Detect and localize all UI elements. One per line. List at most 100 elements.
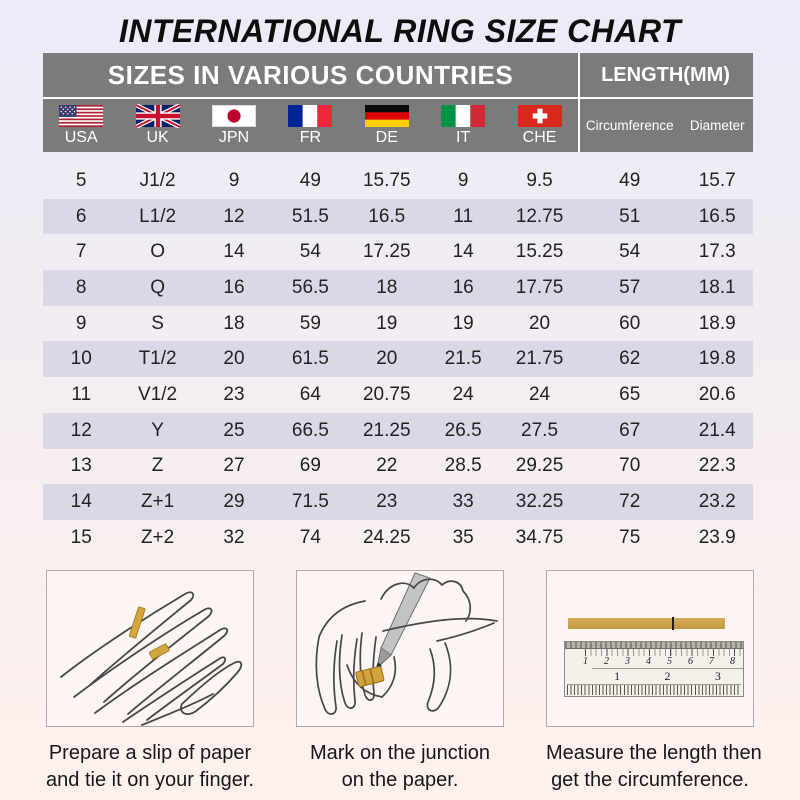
pen-mark [672, 617, 674, 630]
table-cell: 5 [75, 169, 87, 191]
table-cell: 15.25 [515, 241, 564, 263]
table-cell: 22.3 [698, 455, 736, 477]
hand-with-paper-strip-illustration [46, 570, 254, 727]
pen-tip [376, 647, 392, 670]
paper-ring [355, 666, 385, 688]
table-row: 5 J1/2 9 49 15.75 9 9.5 49 15.7 [43, 163, 753, 199]
table-cell: 17.25 [362, 241, 411, 263]
instruction-caption-3: Measure the length then get the circumfe… [546, 740, 762, 794]
table-cell: 21.4 [698, 419, 736, 441]
caption-line: Mark on the junction [309, 742, 491, 764]
ruler-number: 1 [583, 656, 588, 667]
table-header-top-row: SIZES IN VARIOUS COUNTRIES LENGTH(MM) [43, 53, 753, 97]
table-cell: 16 [452, 276, 474, 298]
table-cell: 49 [619, 169, 641, 191]
table-cell: 14 [452, 241, 474, 263]
table-cell: 34.75 [515, 526, 564, 548]
table-row: 7 O 14 54 17.25 14 15.25 54 17.3 [43, 234, 753, 270]
table-cell: 62 [619, 348, 641, 370]
table-cell: T1/2 [138, 348, 177, 370]
column-label-jpn: JPN [218, 129, 250, 146]
table-cell: 71.5 [291, 491, 329, 513]
table-cell: 17.3 [698, 241, 736, 263]
table-row: 12 Y 25 66.5 21.25 26.5 27.5 67 21.4 [43, 412, 753, 449]
table-cell: 18 [223, 312, 245, 334]
column-header-usa: USA [43, 99, 119, 152]
table-cell: 13 [70, 455, 92, 477]
table-cell: 75 [619, 526, 641, 548]
table-cell: 14 [223, 241, 245, 263]
column-header-fr: FR [272, 99, 348, 152]
table-cell: 22 [376, 455, 398, 477]
column-header-circumference: Circumference [585, 118, 674, 133]
ruler-number: 3 [625, 656, 630, 667]
table-cell: 70 [619, 455, 641, 477]
table-cell: 12.75 [515, 205, 564, 227]
table-body: 5 J1/2 9 49 15.75 9 9.5 49 15.7 6 L1/2 12 51.5 16.5 11… [43, 152, 753, 556]
table-cell: 65 [619, 383, 641, 405]
table-cell: 15 [70, 526, 92, 548]
instruction-cards: Prepare a slip of paper and tie it on yo… [46, 570, 762, 794]
column-header-uk: UK [119, 99, 195, 152]
table-cell: 16.5 [368, 205, 406, 227]
column-label-fr: FR [299, 129, 322, 146]
size-chart-table: SIZES IN VARIOUS COUNTRIES LENGTH(MM) [43, 53, 753, 556]
hand-with-paper-strip-drawing [60, 591, 243, 726]
italy-flag-icon [441, 105, 486, 127]
table-cell: 23.9 [698, 526, 736, 548]
table-row: 13 Z 27 69 22 28.5 29.25 70 22.3 [43, 449, 753, 485]
table-cell: 59 [299, 312, 321, 334]
table-cell: 19.8 [698, 348, 736, 370]
table-cell: 23 [376, 491, 398, 513]
marking-pen-illustration [296, 570, 504, 727]
column-label-de: DE [375, 129, 398, 146]
japan-flag-icon [211, 105, 256, 127]
column-label-it: IT [456, 129, 471, 146]
ruler-number: 4 [646, 656, 651, 667]
table-cell: 15.75 [362, 169, 411, 191]
table-cell: 11 [71, 383, 92, 405]
column-header-jpn: JPN [196, 99, 272, 152]
table-cell: 12 [70, 419, 92, 441]
caption-line: Measure the length then [546, 742, 762, 764]
column-header-diameter: Diameter [689, 118, 745, 133]
table-cell: 32.25 [515, 491, 564, 513]
table-cell: 67 [619, 419, 641, 441]
table-cell: 10 [70, 348, 92, 370]
table-header: SIZES IN VARIOUS COUNTRIES LENGTH(MM) [43, 53, 753, 152]
table-cell: 16.5 [698, 205, 736, 227]
switzerland-flag-icon [517, 105, 562, 127]
caption-line: get the circumference. [551, 769, 749, 791]
table-cell: 26.5 [444, 419, 482, 441]
column-label-uk: UK [146, 129, 169, 146]
table-cell: Y [151, 419, 164, 441]
ruler-number: 3 [714, 669, 721, 683]
table-cell: Z [151, 455, 164, 477]
table-cell: 18.9 [698, 312, 736, 334]
table-cell: 16 [223, 276, 245, 298]
column-label-usa: USA [64, 129, 98, 146]
table-header-flags-row: USA UK [43, 99, 753, 152]
table-cell: 15.7 [698, 169, 736, 191]
table-cell: 61.5 [291, 348, 329, 370]
paper-strip [568, 617, 725, 630]
table-cell: 23.2 [698, 491, 736, 513]
instruction-caption-1: Prepare a slip of paper and tie it on yo… [46, 740, 254, 794]
header-length-label: LENGTH(MM) [601, 63, 730, 86]
page-title: INTERNATIONAL RING SIZE CHART [118, 13, 682, 49]
ruler-top-scale: 1 2 3 4 5 6 7 8 [575, 656, 743, 668]
table-cell: 49 [299, 169, 321, 191]
marking-pen-drawing [315, 572, 498, 715]
table-row: 11 V1/2 23 64 20.75 24 24 65 20.6 [43, 377, 753, 413]
instruction-card-2: Mark on the junction on the paper. [296, 570, 504, 794]
caption-line: Prepare a slip of paper [48, 742, 252, 764]
table-cell: 57 [619, 276, 641, 298]
table-cell: 21.5 [444, 348, 482, 370]
table-cell: 23 [223, 383, 245, 405]
table-cell: 60 [619, 312, 641, 334]
table-cell: 29.25 [515, 455, 564, 477]
ruler-number: 2 [664, 669, 671, 683]
table-cell: 64 [299, 383, 321, 405]
ruler-top-edge [565, 642, 743, 649]
france-flag-icon [288, 105, 333, 127]
